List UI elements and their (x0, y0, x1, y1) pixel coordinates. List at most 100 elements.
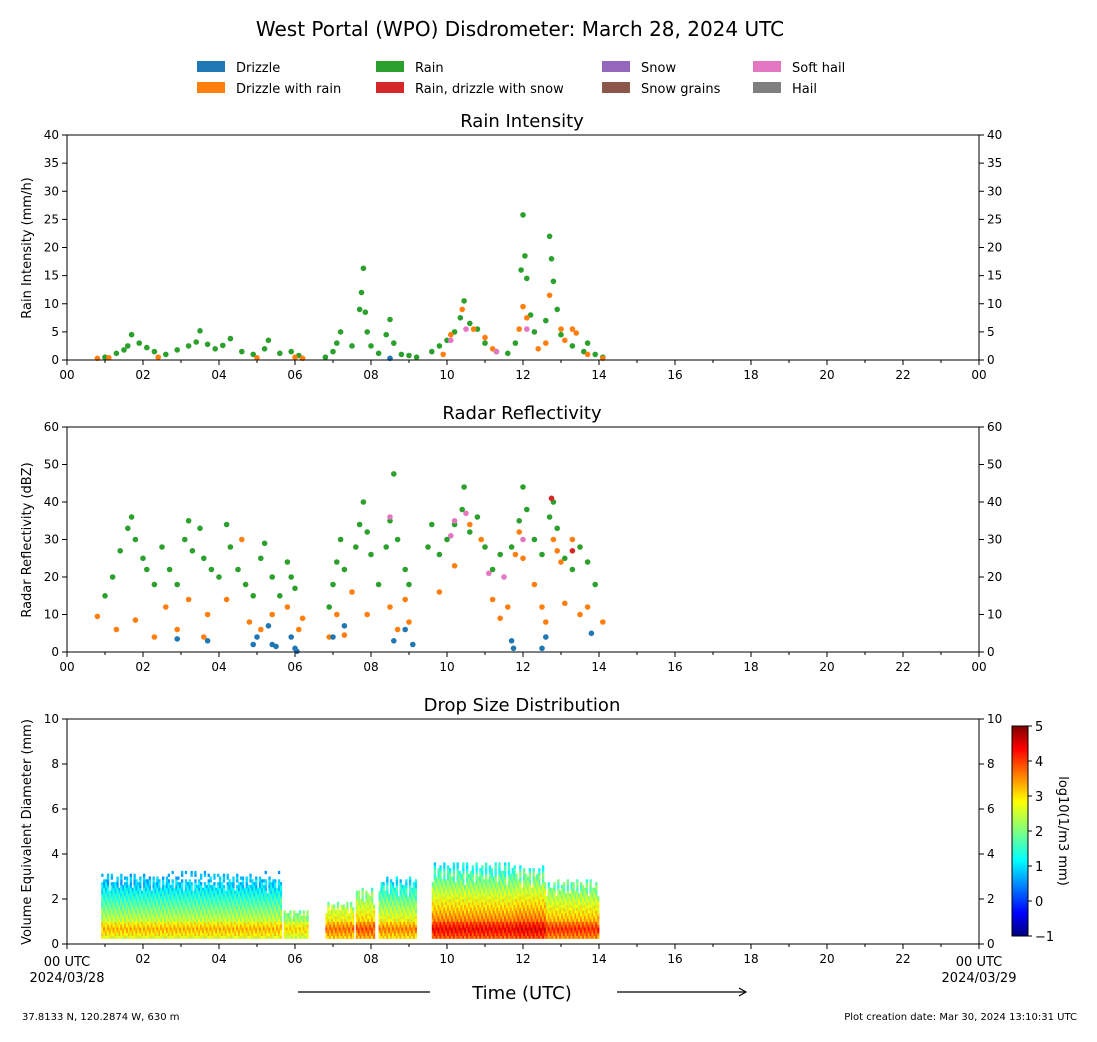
dsd-cell (241, 884, 245, 889)
dsd-cell (572, 918, 575, 922)
dsd-cell (431, 924, 435, 928)
dsd-cell (238, 896, 241, 900)
dsd-cell (274, 924, 277, 928)
dsd-cell (165, 929, 169, 934)
radar-reflectivity-point-rain (109, 574, 116, 580)
dsd-cell (295, 913, 298, 917)
dsd-cell (564, 921, 568, 925)
radar-reflectivity-point-rain (436, 551, 443, 558)
dsd-cell (125, 887, 129, 892)
dsd-cell (293, 915, 296, 920)
dsd-cell (405, 887, 408, 892)
dsd-cell (390, 890, 393, 894)
dsd-cell (380, 899, 383, 903)
dsd-cell (399, 884, 402, 889)
dsd-cell (572, 929, 575, 934)
dsd-cell (144, 918, 148, 922)
dsd-cell (213, 876, 216, 880)
dsd-cell (477, 913, 480, 917)
dsd-cell (542, 890, 545, 894)
dsd-cell (407, 910, 410, 914)
dsd-cell (194, 932, 197, 937)
dsd-cell (515, 910, 518, 914)
dsd-cell (538, 868, 541, 872)
dsd-cell (479, 918, 482, 922)
dsd-cell (401, 910, 404, 914)
dsd-cell (207, 887, 210, 892)
dsd-cell (175, 890, 178, 894)
dsd-cell (167, 918, 170, 922)
dsd-cell (247, 921, 250, 925)
dsd-cell (264, 921, 267, 925)
dsd-cell (270, 929, 273, 934)
dsd-cell (380, 907, 383, 911)
dsd-cell (154, 890, 157, 894)
dsd-cell (158, 935, 161, 939)
dsd-cell (437, 868, 440, 872)
dsd-cell (530, 893, 533, 897)
dsd-cell (542, 876, 545, 880)
dsd-cell (448, 873, 452, 877)
dsd-cell (490, 927, 493, 931)
dsd-cell (125, 907, 129, 911)
dsd-cell (133, 918, 136, 922)
dsd-cell (228, 927, 231, 931)
dsd-cell (401, 901, 404, 906)
dsd-cell (141, 899, 144, 903)
dsd-cell (502, 899, 505, 903)
dsd-cell (165, 896, 169, 900)
dsd-cell (515, 876, 518, 880)
dsd-cell (279, 904, 283, 908)
dsd-cell (477, 904, 480, 908)
dsd-cell (122, 918, 125, 922)
dsd-cell (445, 904, 448, 908)
dsd-cell (340, 932, 343, 937)
dsd-cell (477, 899, 480, 903)
dsd-cell (219, 901, 222, 906)
dsd-cell (553, 932, 556, 937)
dsd-cell (125, 896, 129, 900)
dsd-cell (177, 890, 180, 894)
dsd-cell (163, 907, 167, 911)
dsd-cell (325, 918, 328, 922)
dsd-cell (507, 929, 511, 934)
dsd-cell (450, 921, 454, 925)
dsd-cell (559, 915, 562, 920)
drop-size-distribution-panel: Drop Size Distribution Volume Equivalent… (20, 695, 1002, 966)
dsd-cell (207, 882, 210, 886)
dsd-cell (372, 904, 376, 908)
dsd-cell (494, 907, 497, 911)
dsd-cell (386, 901, 389, 906)
dsd-cell (534, 899, 537, 903)
dsd-cell (412, 935, 416, 939)
dsd-cell (538, 921, 541, 925)
dsd-cell (152, 935, 155, 939)
dsd-cell (103, 929, 106, 934)
dsd-cell (137, 882, 140, 886)
dsd-cell (219, 918, 222, 922)
dsd-cell (553, 882, 556, 886)
dsd-cell (498, 896, 501, 900)
rain-intensity-point-drizzle-with-rain (155, 354, 161, 361)
dsd-cell (439, 893, 442, 897)
dsd-cell (441, 910, 444, 914)
dsd-cell (447, 918, 450, 922)
dsd-cell (262, 907, 265, 911)
dsd-cell (336, 927, 340, 931)
dsd-cell (226, 932, 229, 937)
dsd-cell (209, 924, 212, 928)
dsd-cell (477, 879, 480, 883)
dsd-cell (405, 929, 408, 934)
dsd-cell (158, 929, 161, 934)
dsd-cell (241, 924, 245, 928)
dsd-cell (171, 924, 174, 928)
dsd-cell (513, 882, 516, 886)
radar-reflectivity-point-soft-hail (501, 574, 507, 580)
dsd-cell (234, 915, 237, 920)
dsd-cell (251, 890, 254, 894)
dsd-cell (156, 899, 159, 903)
dsd-cell (447, 932, 450, 937)
dsd-cell (496, 929, 499, 934)
dsd-cell (220, 899, 224, 903)
dsd-cell (523, 896, 526, 900)
